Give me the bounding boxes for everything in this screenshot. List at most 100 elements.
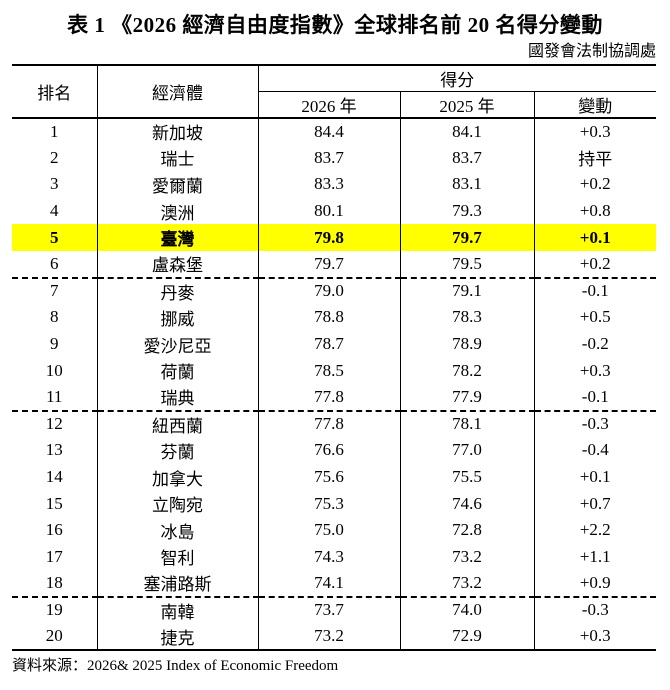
- s2025-cell: 77.9: [399, 383, 534, 412]
- change-cell: +0.7: [533, 490, 656, 517]
- s2025-cell: 77.0: [399, 437, 534, 464]
- table-body: 1 新加坡 84.4 84.1 +0.3 2 瑞士 83.7 83.7 持平 3 愛爾蘭 83.3 83.…: [12, 118, 656, 651]
- economy-cell: 捷克: [96, 623, 258, 651]
- economy-cell: 盧森堡: [96, 250, 258, 279]
- s2026-cell: 75.3: [257, 490, 400, 517]
- s2026-cell: 78.7: [257, 330, 400, 358]
- change-cell: +0.1: [533, 463, 656, 491]
- s2026-cell: 75.6: [257, 463, 400, 491]
- s2025-cell: 78.9: [399, 330, 534, 358]
- rank-cell: 19: [45, 600, 63, 620]
- economy-cell: 荷蘭: [96, 357, 258, 384]
- s2026-cell: 79.7: [257, 250, 400, 279]
- s2026-cell: 77.8: [257, 410, 400, 438]
- s2026-cell: 83.3: [257, 171, 400, 198]
- economy-cell: 挪威: [96, 304, 258, 331]
- table-row: 7 丹麥 79.0 79.1 -0.1: [12, 277, 656, 305]
- change-cell: +0.3: [533, 118, 656, 145]
- s2025-cell: 83.1: [399, 171, 534, 198]
- economy-cell: 南韓: [96, 596, 258, 624]
- rank-cell: 3: [50, 174, 59, 194]
- s2026-cell: 76.6: [257, 437, 400, 464]
- s2025-cell: 79.5: [399, 250, 534, 279]
- rank-cell: 7: [50, 281, 59, 301]
- s2025-cell: 75.5: [399, 463, 534, 491]
- table-row: 13 芬蘭 76.6 77.0 -0.4: [12, 437, 656, 464]
- s2026-cell: 78.8: [257, 304, 400, 331]
- document-page: 表 1 《2026 經濟自由度指數》全球排名前 20 名得分變動 國發會法制協調…: [0, 10, 670, 676]
- agency-subtitle: 國發會法制協調處: [527, 43, 656, 60]
- s2026-cell: 83.7: [257, 144, 400, 172]
- table-row: 3 愛爾蘭 83.3 83.1 +0.2: [12, 171, 656, 198]
- s2025-cell: 74.6: [399, 490, 534, 517]
- economy-cell: 澳洲: [96, 197, 258, 225]
- table-row: 15 立陶宛 75.3 74.6 +0.7: [12, 490, 656, 517]
- table-row: 4 澳洲 80.1 79.3 +0.8: [12, 197, 656, 225]
- change-cell: -0.1: [533, 383, 656, 412]
- table-row: 11 瑞典 77.8 77.9 -0.1: [12, 383, 656, 412]
- economy-cell: 瑞士: [96, 144, 258, 172]
- header-score-group: 得分: [258, 65, 656, 92]
- change-cell: +1.1: [533, 543, 656, 571]
- header-change: 變動: [533, 91, 656, 119]
- header-rank: 排名: [12, 65, 98, 119]
- table-row: 12 紐西蘭 77.8 78.1 -0.3: [12, 410, 656, 438]
- s2026-cell: 78.5: [257, 357, 400, 384]
- change-cell: -0.1: [533, 277, 656, 305]
- rank-cell: 14: [45, 467, 63, 487]
- rank-cell: 5: [12, 224, 97, 251]
- economy-cell: 加拿大: [96, 463, 258, 491]
- s2026-cell: 75.0: [257, 516, 400, 544]
- change-cell: -0.3: [533, 596, 656, 624]
- table-row: 2 瑞士 83.7 83.7 持平: [12, 144, 656, 172]
- rank-cell: 9: [50, 334, 59, 354]
- table-row: 16 冰島 75.0 72.8 +2.2: [12, 516, 656, 544]
- change-cell: +0.2: [533, 171, 656, 198]
- rank-cell: 20: [12, 623, 97, 651]
- economy-cell: 立陶宛: [96, 490, 258, 517]
- table-row: 18 塞浦路斯 74.1 73.2 +0.9: [12, 570, 656, 598]
- rank-cell: 11: [12, 383, 97, 412]
- table-row: 9 愛沙尼亞 78.7 78.9 -0.2: [12, 330, 656, 358]
- table-row: 8 挪威 78.8 78.3 +0.5: [12, 304, 656, 331]
- change-cell: -0.3: [533, 410, 656, 438]
- s2025-cell: 83.7: [399, 144, 534, 172]
- s2026-cell: 80.1: [257, 197, 400, 225]
- rank-cell: 12: [45, 414, 63, 434]
- table-row: 6 盧森堡 79.7 79.5 +0.2: [12, 250, 656, 279]
- rank-cell: 13: [45, 440, 63, 460]
- change-cell: +0.5: [533, 304, 656, 331]
- change-cell: +2.2: [533, 516, 656, 544]
- s2025-cell: 79.3: [399, 197, 534, 225]
- s2026-cell: 84.4: [257, 118, 400, 145]
- s2025-cell: 79.1: [399, 277, 534, 305]
- header-row-years: 2026 年 2025 年 變動: [12, 91, 656, 119]
- table-row: 10 荷蘭 78.5 78.2 +0.3: [12, 357, 656, 384]
- s2026-cell: 73.7: [257, 596, 400, 624]
- s2026-cell: 73.2: [257, 623, 400, 651]
- s2026-cell: 79.0: [257, 277, 400, 305]
- rank-cell: 1: [50, 121, 59, 141]
- rank-cell: 4: [50, 201, 59, 221]
- economy-cell: 臺灣: [96, 224, 258, 251]
- economy-cell: 冰島: [96, 516, 258, 544]
- s2025-cell: 74.0: [399, 596, 534, 624]
- s2025-cell: 72.9: [399, 623, 534, 651]
- economy-cell: 瑞典: [96, 383, 258, 412]
- table-row: 17 智利 74.3 73.2 +1.1: [12, 543, 656, 571]
- header-year-2025: 2025 年: [399, 91, 534, 119]
- economy-cell: 智利: [96, 543, 258, 571]
- s2025-cell: 79.7: [399, 224, 534, 251]
- s2026-cell: 77.8: [257, 383, 400, 412]
- s2026-cell: 79.8: [257, 224, 400, 251]
- s2025-cell: 78.2: [399, 357, 534, 384]
- s2026-cell: 74.3: [257, 543, 400, 571]
- change-cell: +0.8: [533, 197, 656, 225]
- header-economy: 經濟體: [97, 65, 259, 119]
- s2025-cell: 78.1: [399, 410, 534, 438]
- rank-cell: 15: [45, 493, 63, 513]
- header-year-2026: 2026 年: [258, 91, 400, 119]
- rank-cell: 8: [50, 307, 59, 327]
- rank-cell: 17: [45, 546, 63, 566]
- s2025-cell: 84.1: [399, 118, 534, 145]
